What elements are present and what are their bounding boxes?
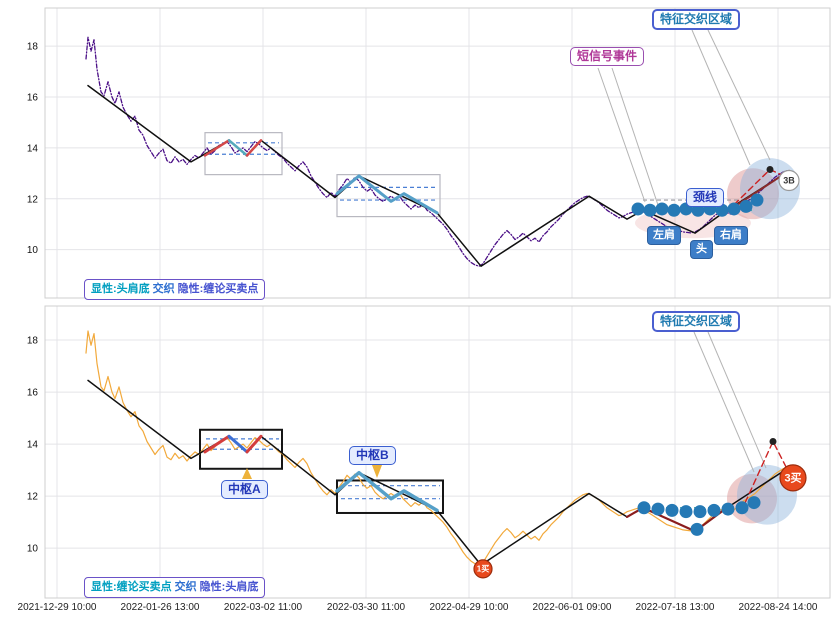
signal-dot <box>747 496 761 510</box>
chart-bottom-svg: 10 12 14 16 18 1买 3买 <box>27 305 831 599</box>
caption-top-explicit: 显性:头肩底 <box>91 283 150 295</box>
y-tick-label: 16 <box>27 388 39 399</box>
pivot-box-b <box>336 479 444 514</box>
pivot-a-pointer-icon <box>242 468 252 479</box>
leader-line <box>707 29 771 161</box>
signal-dot <box>637 501 651 515</box>
x-tick-label: 2022-07-18 13:00 <box>635 602 715 613</box>
signal-dot <box>667 203 681 217</box>
signal-dot <box>665 503 679 517</box>
leader-line <box>693 331 755 473</box>
leader-line <box>707 331 767 469</box>
projection-dashed <box>740 440 792 513</box>
y-tick-label: 16 <box>27 93 39 104</box>
gridlines <box>45 306 830 598</box>
annotation-neckline: 颈线 <box>686 188 725 207</box>
leader-line <box>611 67 660 209</box>
signal-dot <box>631 202 645 216</box>
signal-dot <box>693 505 707 519</box>
y-tick-label: 14 <box>27 440 39 451</box>
segment-up-1 <box>203 139 231 157</box>
x-tick-label: 2022-06-01 09:00 <box>532 602 612 613</box>
x-tick-label: 2022-04-29 10:00 <box>429 602 509 613</box>
svg-text:1买: 1买 <box>477 565 489 574</box>
marker-3-buy: 3买 <box>779 464 807 492</box>
signal-dot <box>707 503 721 517</box>
annotation-pivot-b: 中枢B <box>349 446 396 465</box>
signal-dot <box>727 202 741 216</box>
segment-up-1 <box>203 434 231 454</box>
segment-down-1 <box>227 434 249 454</box>
trend-line <box>87 379 790 566</box>
hs-overlay <box>625 506 727 533</box>
signal-dot <box>643 203 657 217</box>
swing-dot <box>766 166 774 174</box>
annotation-pivot-a: 中枢A <box>221 480 268 499</box>
y-tick-label: 10 <box>27 245 39 256</box>
signal-dot <box>739 199 753 213</box>
caption-top: 显性:头肩底 交织 隐性:缠论买卖点 <box>84 279 266 300</box>
caption-bottom-implicit: 隐性:头肩底 <box>199 581 259 593</box>
price-line <box>85 330 788 566</box>
zigzag-segment <box>335 470 439 513</box>
annotation-feature-zone-top: 特征交织区域 <box>652 9 741 30</box>
trend-line <box>87 84 790 267</box>
plot-border <box>44 305 831 599</box>
annotation-head: 头 <box>690 240 713 259</box>
swing-dot <box>769 437 777 445</box>
x-tick-label: 2021-12-29 10:00 <box>17 602 97 613</box>
segment-down-1 <box>227 139 249 157</box>
annotation-right-shoulder: 右肩 <box>714 226 748 245</box>
marker-3b: 3B <box>778 169 800 192</box>
x-tick-label: 2022-08-24 14:00 <box>738 602 818 613</box>
caption-bottom: 显性:缠论买卖点 交织 隐性:头肩底 <box>84 577 266 598</box>
pivot-box-a <box>199 428 283 470</box>
signal-dot <box>679 505 693 519</box>
svg-text:3B: 3B <box>783 176 795 186</box>
x-tick-label: 2022-03-02 11:00 <box>223 602 303 613</box>
price-line <box>85 36 788 267</box>
leader-line <box>597 67 646 203</box>
signal-dot <box>721 502 735 516</box>
marker-1-buy: 1买 <box>473 559 493 579</box>
signal-dot <box>750 193 764 207</box>
leader-line <box>691 29 751 166</box>
signal-dot <box>655 202 669 216</box>
annotation-feature-zone-bottom: 特征交织区域 <box>652 311 741 332</box>
signal-dot <box>735 501 749 515</box>
signal-dot <box>651 502 665 516</box>
caption-bottom-explicit: 显性:缠论买卖点 <box>91 581 172 593</box>
annotation-short-signal: 短信号事件 <box>570 47 645 66</box>
plot-border <box>44 7 831 299</box>
y-tick-label: 12 <box>27 492 39 503</box>
signal-dot <box>690 522 704 536</box>
chart-top-svg: 10 12 14 16 18 3B <box>27 7 831 299</box>
svg-text:3买: 3买 <box>784 472 801 485</box>
caption-bottom-weave: 交织 <box>174 581 197 593</box>
segment-up-2 <box>245 434 263 454</box>
y-tick-label: 18 <box>27 336 39 347</box>
caption-top-implicit: 隐性:缠论买卖点 <box>177 283 259 295</box>
x-tick-label: 2022-01-26 13:00 <box>120 602 200 613</box>
caption-top-weave: 交织 <box>152 283 175 295</box>
y-tick-label: 18 <box>27 42 39 53</box>
y-tick-label: 14 <box>27 143 39 154</box>
y-tick-label: 12 <box>27 194 39 205</box>
pivot-b-pointer-icon <box>372 465 382 478</box>
segment-up-2 <box>245 139 263 157</box>
x-axis-labels: 2021-12-29 10:00 2022-01-26 13:00 2022-0… <box>0 602 839 616</box>
zigzag-segment <box>335 174 439 215</box>
y-tick-label: 10 <box>27 544 39 555</box>
x-tick-label: 2022-03-30 11:00 <box>326 602 406 613</box>
annotation-left-shoulder: 左肩 <box>647 226 681 245</box>
